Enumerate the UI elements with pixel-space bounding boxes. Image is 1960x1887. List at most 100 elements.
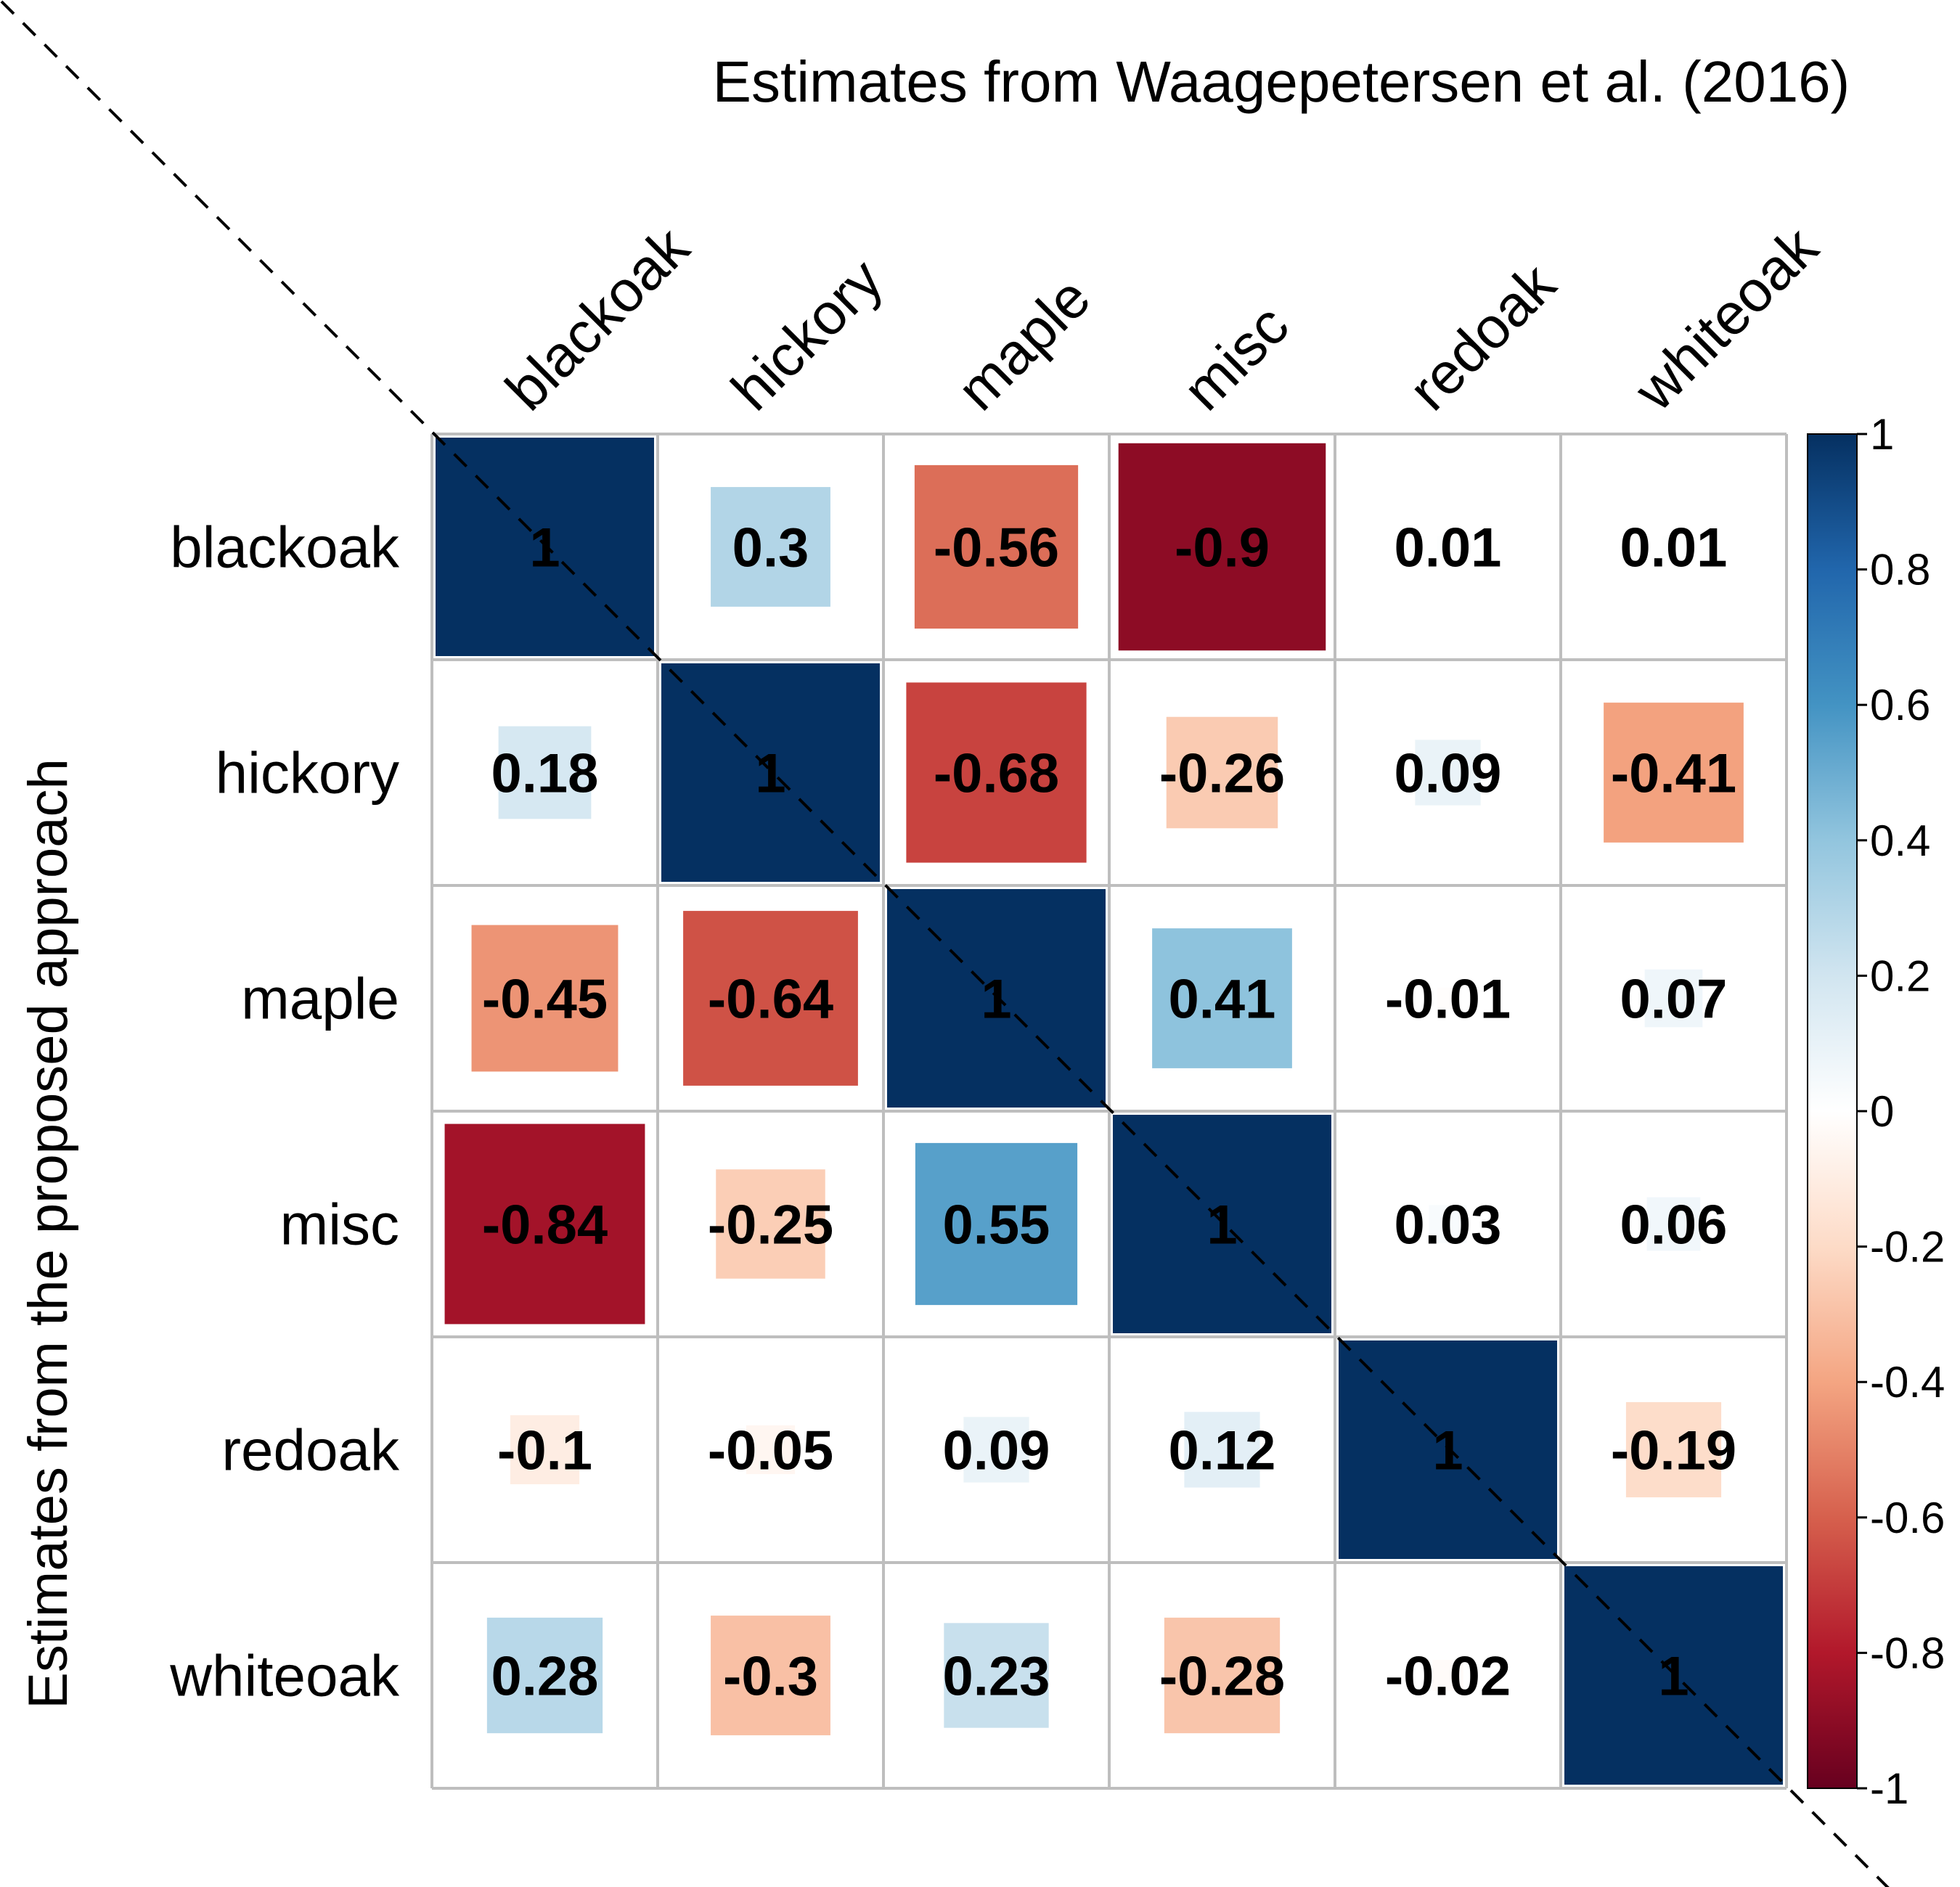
colorbar-tick-label: 0.4: [1870, 816, 1930, 865]
cell-label-hickory-hickory: 1: [755, 743, 785, 805]
cell-redoak-hickory: [746, 1425, 796, 1475]
cell-whiteoak-misc: [1164, 1617, 1281, 1734]
cell-label-hickory-blackoak: 0.18: [491, 743, 599, 805]
cell-blackoak-whiteoak: [1662, 536, 1685, 558]
cell-maple-whiteoak: [1644, 969, 1703, 1028]
cell-redoak-whiteoak: [1625, 1401, 1722, 1498]
row-labels: blackoak hickory maple misc redoak whiteoak: [169, 515, 400, 1708]
cell-label-blackoak-hickory: 0.3: [732, 517, 809, 579]
cell-label-whiteoak-blackoak: 0.28: [491, 1646, 599, 1708]
cell-label-whiteoak-misc: -0.28: [1159, 1646, 1285, 1708]
column-label-whiteoak: whiteoak: [1622, 214, 1831, 423]
colorbar-tick-label: 1: [1870, 410, 1894, 459]
cell-label-maple-redoak: -0.01: [1385, 969, 1511, 1031]
cell-misc-whiteoak: [1646, 1197, 1701, 1251]
colorbar-ticks: 1 0.8 0.6 0.4 0.2 0 -0.2 -0.4 -0.6 -0.8 -1: [1857, 410, 1945, 1813]
column-label-redoak: redoak: [1397, 250, 1569, 422]
cell-hickory-whiteoak: [1604, 703, 1744, 843]
colorbar: 1 0.8 0.6 0.4 0.2 0 -0.2 -0.4 -0.6 -0.8 -1: [1807, 410, 1945, 1813]
row-label-whiteoak: whiteoak: [169, 1644, 400, 1708]
cell-maple-redoak: [1437, 987, 1459, 1010]
row-label-hickory: hickory: [216, 741, 399, 806]
cell-redoak-redoak: [1339, 1340, 1557, 1559]
colorbar-tick-label: -0.6: [1870, 1494, 1945, 1542]
cell-misc-blackoak: [444, 1123, 645, 1325]
row-label-redoak: redoak: [221, 1418, 400, 1483]
cell-value-labels: 1 0.3 -0.56 -0.9 0.01 0.01 0.18 1 -0.68 -0.26 0.09…: [482, 517, 1736, 1708]
cell-hickory-hickory: [661, 663, 880, 882]
cell-whiteoak-hickory: [711, 1616, 830, 1735]
cell-label-whiteoak-whiteoak: 1: [1658, 1646, 1689, 1708]
colorbar-tick-label: 0.8: [1870, 546, 1930, 594]
cell-maple-maple: [887, 889, 1106, 1108]
cell-label-hickory-maple: -0.68: [934, 743, 1059, 805]
colorbar-tick-label: 0.6: [1870, 681, 1930, 729]
row-label-misc: misc: [280, 1192, 399, 1257]
cell-label-redoak-blackoak: -0.1: [497, 1420, 592, 1482]
cell-label-maple-whiteoak: 0.07: [1620, 969, 1728, 1031]
chart-title: Estimates from Waagepetersen et al. (201…: [713, 49, 1850, 114]
cell-maple-hickory: [683, 911, 858, 1086]
cell-label-maple-maple: 1: [981, 969, 1011, 1031]
cell-label-blackoak-misc: -0.9: [1175, 517, 1270, 579]
row-label-maple: maple: [241, 967, 399, 1031]
cell-label-misc-whiteoak: 0.06: [1620, 1195, 1728, 1256]
cell-label-maple-blackoak: -0.45: [482, 969, 608, 1031]
cell-label-misc-blackoak: -0.84: [482, 1195, 608, 1256]
cell-misc-hickory: [716, 1169, 825, 1279]
colorbar-gradient: [1807, 433, 1858, 1789]
cell-label-whiteoak-redoak: -0.02: [1385, 1646, 1511, 1708]
cell-label-misc-misc: 1: [1206, 1195, 1237, 1256]
column-labels: blackoak hickory maple misc redoak whiteoak: [494, 214, 1831, 423]
cell-label-hickory-redoak: 0.09: [1395, 743, 1502, 805]
cell-label-hickory-misc: -0.26: [1159, 743, 1285, 805]
row-label-blackoak: blackoak: [170, 515, 400, 580]
cell-label-redoak-maple: 0.09: [943, 1420, 1050, 1482]
cell-maple-misc: [1152, 928, 1292, 1068]
colorbar-tick-label: 0: [1870, 1087, 1894, 1136]
cell-label-redoak-hickory: -0.05: [708, 1420, 833, 1482]
cell-whiteoak-maple: [944, 1623, 1049, 1728]
cell-whiteoak-blackoak: [486, 1617, 603, 1734]
cell-label-maple-misc: 0.41: [1169, 969, 1276, 1031]
cell-label-redoak-redoak: 1: [1432, 1420, 1463, 1482]
cell-label-whiteoak-hickory: -0.3: [723, 1646, 818, 1708]
cell-label-redoak-whiteoak: -0.19: [1611, 1420, 1736, 1482]
cell-maple-blackoak: [471, 925, 618, 1072]
colorbar-tick-label: -0.2: [1870, 1223, 1945, 1272]
column-label-hickory: hickory: [719, 247, 895, 422]
cell-label-blackoak-whiteoak: 0.01: [1620, 517, 1728, 579]
cell-label-whiteoak-maple: 0.23: [943, 1646, 1050, 1708]
cell-label-misc-maple: 0.55: [943, 1195, 1050, 1256]
cell-redoak-misc: [1184, 1412, 1260, 1488]
cell-misc-maple: [915, 1142, 1078, 1306]
cell-label-misc-redoak: 0.03: [1395, 1195, 1502, 1256]
cell-label-redoak-misc: 0.12: [1169, 1420, 1276, 1482]
cell-blackoak-maple: [914, 464, 1079, 629]
cell-redoak-maple: [963, 1417, 1029, 1483]
column-label-misc: misc: [1171, 292, 1301, 422]
cell-label-blackoak-redoak: 0.01: [1395, 517, 1502, 579]
cell-misc-redoak: [1429, 1205, 1467, 1243]
cell-label-maple-hickory: -0.64: [708, 969, 833, 1031]
colorbar-tick-label: 0.2: [1870, 951, 1930, 1000]
column-label-maple: maple: [945, 265, 1103, 422]
colorbar-tick-label: -0.4: [1870, 1358, 1945, 1407]
colorbar-tick-label: -0.8: [1870, 1629, 1945, 1677]
cell-hickory-misc: [1166, 716, 1278, 829]
cell-blackoak-redoak: [1437, 536, 1459, 558]
cell-label-blackoak-maple: -0.56: [934, 517, 1059, 579]
cell-blackoak-misc: [1118, 443, 1326, 651]
heatmap-cells: [436, 438, 1783, 1785]
cell-blackoak-blackoak: [436, 438, 654, 656]
y-axis-label: Estimates from the proposed approach: [17, 758, 79, 1709]
cell-whiteoak-whiteoak: [1564, 1566, 1783, 1785]
heatmap-grid: [430, 433, 1788, 1790]
diagonal-dashed-line: [0, 0, 1890, 1887]
cell-whiteoak-redoak: [1432, 1660, 1463, 1691]
colorbar-tick-label: -1: [1870, 1764, 1908, 1813]
cell-label-blackoak-blackoak: 1: [529, 517, 560, 579]
column-label-blackoak: blackoak: [494, 214, 702, 422]
cell-redoak-blackoak: [510, 1415, 580, 1485]
